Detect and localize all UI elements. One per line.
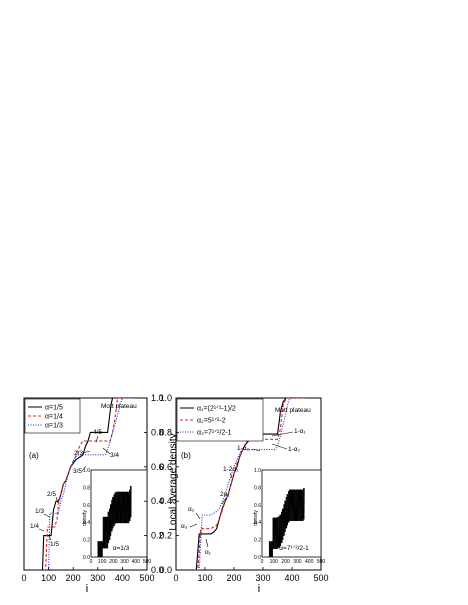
inset-b-xtick-3: 300 [293,559,302,565]
panel-a-series-1 [43,398,135,570]
legend-a-entry-0: α=1/5 [45,405,63,412]
legend-b-entry-0: α₁=(2¹ᐟ²-1)/2 [197,406,236,413]
annotation-b-a2: α₂ [188,506,195,513]
panel-a-ytick-label-0: 0.0 [151,565,164,575]
panel-a-xtick-label-4: 400 [115,573,130,583]
inset-b-ylabel: density [253,510,259,526]
inset-b-ytick-2: 0.4 [254,520,261,526]
panel-a-ytick-label-4: 0.8 [151,427,164,437]
panel-b-ytick-label-5: 1.0 [159,393,172,403]
inset-a-ytick-0: 0.0 [83,555,90,561]
panel-a-ytick-label-3: 0.6 [151,462,164,472]
ylabel: Local average density [168,433,179,530]
inset-b-ytick-4: 0.8 [254,485,261,491]
inset-a-ytick-5: 1.0 [83,468,90,474]
panel-b-ytick-label-1: 0.2 [159,531,172,541]
inset-a-density-trace [97,485,132,557]
inset-a-xtick-4: 400 [132,559,141,565]
annotation-a-mott: Mott plateau [101,403,137,410]
panel-a-ytick-label-1: 0.2 [151,531,164,541]
inset-b-xtick-1: 100 [270,559,279,565]
panel-b-series-0 [193,398,307,570]
annotation-b-a1: α₁ [205,549,212,556]
annotation-b-a3: α₃ [181,523,188,530]
annotations-b: Mott plateau 1-α₁ 1-α₂ 1-α₃ 1-2α₁ 2α₁ α₂… [181,407,311,556]
legend-a-entry-1: α=1/4 [45,414,63,421]
panel-a-xlabel: i [86,583,88,595]
annotation-b-1-a1: 1-α₁ [294,428,307,435]
inset-a-xtick-2: 200 [109,559,118,565]
annotation-a-3-4: 3/4 [110,452,119,459]
legend-b: α₁=(2¹ᐟ²-1)/2 α₂=5¹ᐟ²-2 α₃=7¹ᐟ²/2-1 [176,398,264,442]
inset-a-ytick-3: 0.6 [83,503,90,509]
inset-b-label: α=7¹ᐟ²/2-1 [279,545,309,552]
panel-b-label: (b) [181,451,191,460]
annotation-b-2a1: 2α₁ [220,491,230,498]
inset-a-xtick-3: 300 [120,559,129,565]
inset-b-xtick-0: 0 [261,559,264,565]
inset-a-ylabel: density [82,510,88,526]
panel-b-xtick-label-0: 0 [173,573,178,583]
panel-a-xtick-label-3: 300 [90,573,105,583]
panel-b-xtick-label-4: 400 [284,573,299,583]
panel-a-ytick-label-2: 0.4 [151,496,164,506]
annotation-b-1-a2: 1-α₂ [288,446,301,453]
panel-b-xtick-label-3: 300 [255,573,270,583]
annotation-a-2-5: 2/5 [47,491,56,498]
panel-b-xlabel: i [258,583,260,595]
annotation-a-1-5: 1/5 [50,541,59,548]
panel-a-label: (a) [29,451,39,460]
inset-b-ytick-0: 0.0 [254,555,261,561]
inset-b-ytick-3: 0.6 [254,503,261,509]
inset-b-density-trace [268,488,305,557]
panel-a-ytick-label-5: 1.0 [151,393,164,403]
inset-a-ytick-4: 0.8 [83,485,90,491]
annotation-a-1-4: 1/4 [30,523,39,530]
panel-a-xtick-label-1: 100 [41,573,56,583]
panel-b-inset: 0 100 200 300 400 500 0.0 0.2 0.4 0.6 0.8 1.0 densi… [253,468,325,565]
panel-a-xtick-label-2: 200 [66,573,81,583]
inset-a-xtick-0: 0 [90,559,93,565]
legend-a-entry-2: α=1/3 [45,423,63,430]
annotations-a: Mott plateau 4/5 3/4 2/3 3/5 2/5 1/3 1/4… [30,403,137,548]
annotation-a-4-5: 4/5 [93,429,102,436]
annotation-a-1-3: 1/3 [35,508,44,515]
inset-a-ytick-2: 0.4 [83,520,90,526]
inset-b-xtick-4: 400 [305,559,314,565]
panel-b-ytick-label-3: 0.6 [159,462,172,472]
legend-b-entry-1: α₂=5¹ᐟ²-2 [197,418,226,425]
panel-a-xtick-label-0: 0 [21,573,26,583]
inset-b-ytick-1: 0.2 [254,538,261,544]
panel-b-ytick-label-0: 0.0 [159,565,172,575]
annotation-b-1-a3: 1-α₃ [237,445,250,452]
panel-b-xtick-label-2: 200 [226,573,241,583]
panel-b-xtick-label-1: 100 [197,573,212,583]
inset-a-ytick-1: 0.2 [83,538,90,544]
annotation-a-2-3: 2/3 [74,450,83,457]
inset-a-xtick-1: 100 [98,559,107,565]
annotation-a-3-5: 3/5 [73,468,82,475]
legend-b-entry-2: α₃=7¹ᐟ²/2-1 [197,430,232,437]
panel-b-xtick-label-5: 500 [313,573,328,583]
panel-a-xtick-label-5: 500 [139,573,154,583]
inset-a-xtick-5: 500 [143,559,152,565]
annotation-b-1-2a1: 1-2α₁ [223,466,239,473]
inset-b-xtick-2: 200 [281,559,290,565]
panel-b-ytick-label-4: 0.8 [159,427,172,437]
panel-b-ytick-label-2: 0.4 [159,496,172,506]
inset-b-ytick-5: 1.0 [254,468,261,474]
inset-b-xtick-5: 500 [317,559,326,565]
panel-a-inset: 0 100 200 300 400 500 0.0 0.2 0.4 0.6 0.8 1.0 densi… [82,468,151,565]
annotation-b-mott: Mott plateau [275,407,311,414]
inset-a-label: α=1/3 [113,545,130,552]
legend-a: α=1/5 α=1/4 α=1/3 [24,398,81,434]
